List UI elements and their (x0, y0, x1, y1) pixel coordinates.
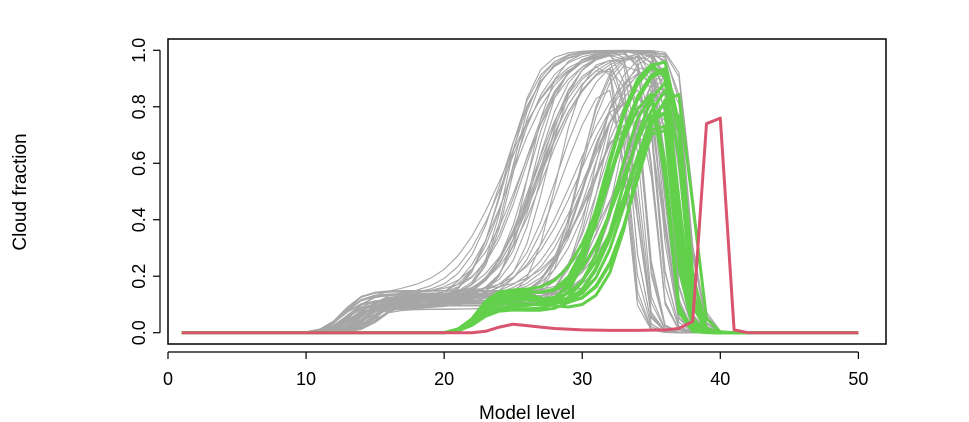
plot-frame (167, 38, 887, 345)
highlight-line (181, 116, 859, 335)
y-axis: 0.0 0.2 0.4 0.6 0.8 1.0 (129, 38, 161, 345)
y-tick-label: 1.0 (129, 38, 149, 63)
y-axis-title: Cloud fraction (10, 133, 31, 250)
green-selected-lines (181, 60, 859, 335)
x-tick-label: 10 (296, 369, 316, 389)
x-tick-label: 40 (710, 369, 730, 389)
x-axis-title: Model level (479, 403, 575, 422)
x-tick-label: 20 (434, 369, 454, 389)
x-tick-label: 30 (572, 369, 592, 389)
y-tick-label: 0.6 (129, 151, 149, 176)
y-tick-label: 0.8 (129, 94, 149, 119)
x-tick-label: 0 (163, 369, 173, 389)
y-tick-label: 0.2 (129, 264, 149, 289)
red-highlight-line (181, 116, 859, 335)
x-axis: 0 10 20 30 40 50 (163, 351, 868, 389)
y-tick-label: 0.0 (129, 320, 149, 345)
x-tick-label: 50 (848, 369, 868, 389)
y-tick-label: 0.4 (129, 207, 149, 232)
